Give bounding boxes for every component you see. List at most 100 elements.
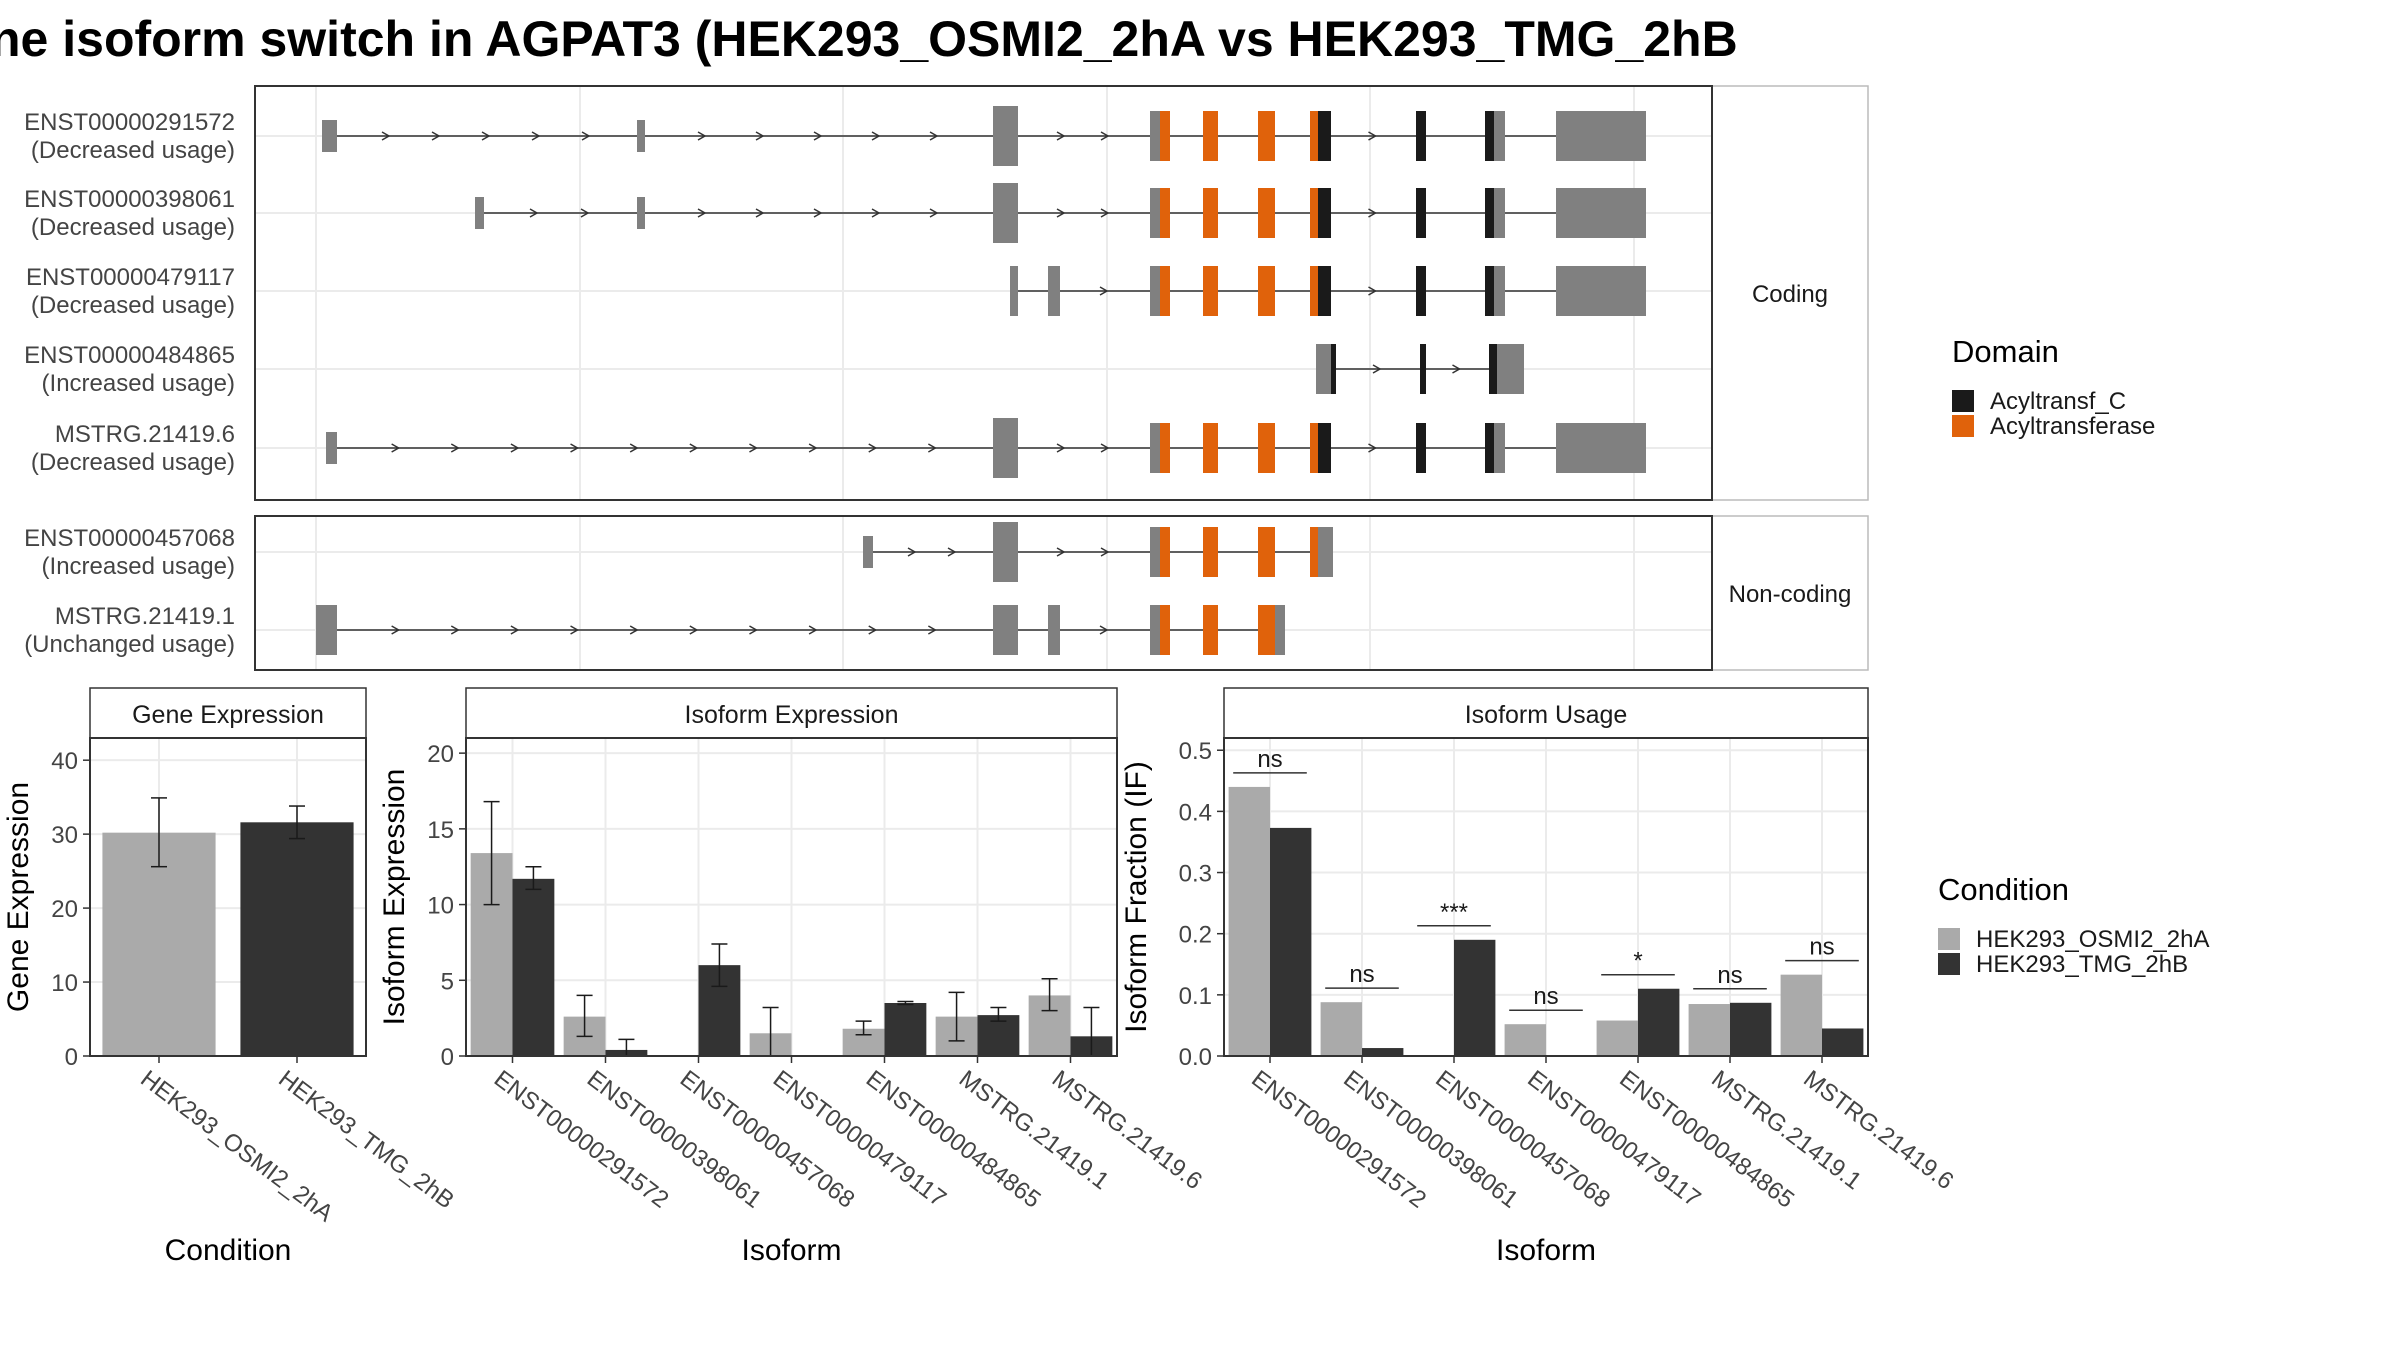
acyltransferase-domain — [1160, 423, 1170, 473]
exon-block — [1494, 266, 1505, 316]
exon-block — [1150, 111, 1160, 161]
exon-block — [1564, 423, 1646, 473]
intron-arrow — [808, 625, 818, 635]
exon-block — [637, 197, 645, 229]
exon-block — [1150, 423, 1160, 473]
acyltransf-c-domain — [1318, 111, 1331, 161]
bar — [102, 832, 216, 1056]
x-tick-label: MSTRG.21419.1 — [1706, 1065, 1866, 1195]
transcript-usage-label: (Decreased usage) — [31, 137, 235, 164]
x-tick-label: ENST00000291572 — [489, 1065, 674, 1213]
transcript-ENST00000398061: ENST00000398061(Decreased usage) — [24, 183, 1646, 243]
intron-arrow — [450, 625, 460, 635]
acyltransferase-domain — [1310, 188, 1318, 238]
x-tick-label: MSTRG.21419.6 — [1047, 1065, 1207, 1195]
intron-arrow — [927, 625, 937, 635]
intron-arrow — [1056, 208, 1066, 218]
y-tick-label: 0.3 — [1179, 861, 1212, 888]
x-axis-title: Isoform — [741, 1234, 841, 1267]
exon-block — [1508, 344, 1524, 394]
transcript-id-label: ENST00000479117 — [26, 264, 235, 291]
intron-arrow — [947, 547, 957, 557]
bar — [884, 1003, 927, 1056]
exon-block — [1316, 344, 1331, 394]
y-tick-label: 5 — [441, 968, 454, 995]
acyltransf-c-domain — [1485, 423, 1494, 473]
y-tick-label: 20 — [427, 741, 454, 768]
chart-title-strip — [465, 687, 1118, 739]
acyltransferase-domain — [1258, 527, 1275, 577]
chart-border — [89, 737, 367, 1057]
intron-arrow — [1056, 443, 1066, 453]
y-tick-label: 0.2 — [1179, 922, 1212, 949]
chart-isoform-expression: Isoform Expression 0 5 10 15 20 ENST0000029157… — [378, 687, 1207, 1267]
y-axis-title: Isoform Fraction (IF) — [1120, 761, 1153, 1033]
legend-label: Acyltransf_C — [1990, 388, 2126, 415]
legend-swatch — [1952, 390, 1974, 412]
transcript-id-label: ENST00000484865 — [24, 342, 235, 369]
intron-arrow — [755, 131, 765, 141]
exon-block — [1048, 266, 1060, 316]
acyltransf-c-domain — [1416, 188, 1426, 238]
acyltransferase-domain — [1258, 423, 1275, 473]
x-tick-label: ENST00000457068 — [675, 1065, 860, 1213]
intron-arrow — [391, 443, 401, 453]
acyltransf-c-domain — [1416, 111, 1426, 161]
acyltransf-c-domain — [1318, 266, 1331, 316]
intron-arrow — [868, 443, 878, 453]
acyltransferase-domain — [1310, 423, 1318, 473]
acyltransf-c-domain — [1416, 266, 1426, 316]
acyltransferase-domain — [1203, 423, 1218, 473]
transcript-MSTRG.21419.6: MSTRG.21419.6(Decreased usage) — [31, 418, 1646, 478]
expression-bar-charts: Gene Expression010203040HEK293_OSMI2_2hA… — [2, 687, 1958, 1267]
x-axis-title: Condition — [165, 1234, 292, 1267]
facet-strip — [1711, 515, 1869, 671]
exon-block — [475, 197, 484, 229]
bar — [1688, 1004, 1730, 1056]
transcript-usage-label: (Decreased usage) — [31, 214, 235, 241]
acyltransf-c-domain — [1489, 344, 1497, 394]
transcript-ENST00000479117: ENST00000479117(Decreased usage) — [26, 264, 1646, 319]
y-tick-label: 0.0 — [1179, 1044, 1212, 1071]
bar — [240, 822, 354, 1056]
acyltransferase-domain — [1258, 266, 1275, 316]
exon-block — [863, 536, 873, 568]
transcript-id-label: ENST00000457068 — [24, 525, 235, 552]
chart-title: Isoform Expression — [685, 701, 899, 729]
exon-block — [326, 432, 337, 464]
bar — [1270, 827, 1312, 1056]
y-tick-label: 0.1 — [1179, 983, 1212, 1010]
intron-arrow — [1368, 443, 1378, 453]
exon-block — [1497, 344, 1508, 394]
significance-label: ns — [1717, 962, 1742, 989]
intron-arrow — [450, 443, 460, 453]
exon-block — [1564, 266, 1646, 316]
legend-swatch — [1938, 953, 1960, 975]
legend-title: Condition — [1938, 872, 2069, 907]
acyltransf-c-domain — [1318, 423, 1331, 473]
acyltransferase-domain — [1203, 527, 1218, 577]
transcript-id-label: MSTRG.21419.1 — [55, 603, 235, 630]
intron-arrow — [581, 131, 591, 141]
x-tick-label: ENST00000479117 — [768, 1065, 951, 1212]
intron-arrow — [808, 443, 818, 453]
intron-arrow — [813, 131, 823, 141]
acyltransferase-domain — [1203, 266, 1218, 316]
exon-block — [316, 605, 337, 655]
acyltransferase-domain — [1258, 111, 1275, 161]
intron-arrow — [868, 625, 878, 635]
intron-arrow — [1452, 364, 1462, 374]
exon-block — [1150, 527, 1160, 577]
transcript-ENST00000457068: ENST00000457068(Increased usage) — [24, 522, 1333, 582]
y-tick-label: 30 — [51, 822, 78, 849]
significance-label: ns — [1533, 983, 1558, 1010]
intron-arrow — [481, 131, 491, 141]
bar — [1730, 1002, 1772, 1056]
chart-title: Isoform Usage — [1465, 701, 1628, 729]
exon-block — [1275, 605, 1285, 655]
intron-arrow — [929, 131, 939, 141]
intron-arrow — [871, 131, 881, 141]
bar — [1596, 1020, 1638, 1056]
intron-arrow — [510, 443, 520, 453]
